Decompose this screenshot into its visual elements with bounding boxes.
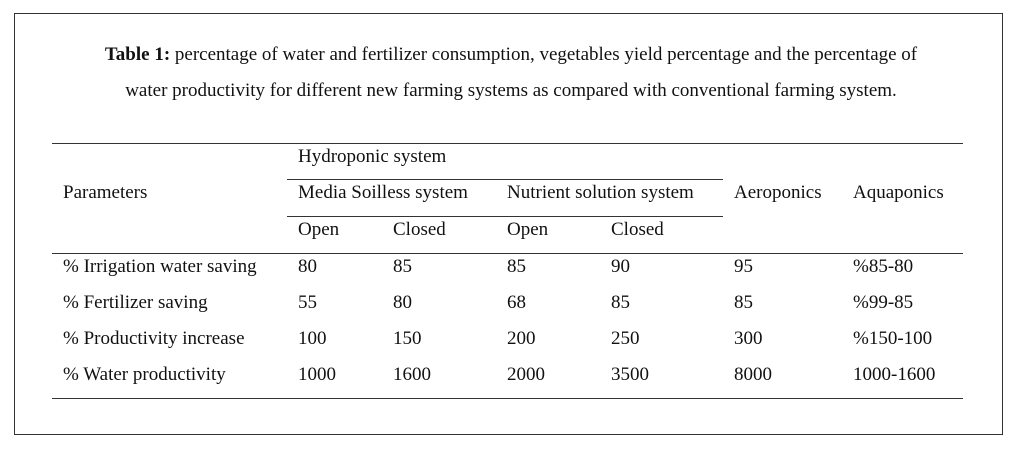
row-1-aquaponics: %99-85 [853, 292, 914, 313]
row-3-parameter: % Water productivity [63, 364, 226, 385]
row-3-nutrient-closed: 3500 [611, 364, 649, 385]
row-0-parameter: % Irrigation water saving [63, 256, 257, 277]
table-label: Table 1: [104, 44, 171, 65]
row-3-aeroponics: 8000 [734, 364, 772, 385]
row-2-aquaponics: %150-100 [853, 328, 933, 349]
header-aquaponics: Aquaponics [853, 182, 944, 203]
row-0-aquaponics: %85-80 [853, 256, 914, 277]
header-aeroponics: Aeroponics [734, 182, 822, 203]
header-closed-nutrient: Closed [611, 219, 664, 240]
row-2-media-closed: 150 [393, 328, 422, 349]
row-3-nutrient-open: 2000 [507, 364, 545, 385]
row-1-parameter: % Fertilizer saving [63, 292, 208, 313]
table-top-rule [52, 143, 963, 144]
header-parameters: Parameters [63, 182, 148, 203]
row-2-nutrient-open: 200 [507, 328, 536, 349]
header-open-media: Open [298, 219, 340, 240]
row-1-media-closed: 80 [393, 292, 412, 313]
row-1-nutrient-open: 68 [507, 292, 526, 313]
header-media-soilless: Media Soilless system [298, 182, 468, 203]
row-3-aquaponics: 1000-1600 [853, 364, 936, 385]
row-2-media-open: 100 [298, 328, 327, 349]
row-2-parameter: % Productivity increase [63, 328, 245, 349]
row-0-media-open: 80 [298, 256, 317, 277]
header-open-nutrient: Open [507, 219, 549, 240]
row-1-media-open: 55 [298, 292, 317, 313]
row-3-media-open: 1000 [298, 364, 336, 385]
caption-text-1: percentage of water and fertilizer consu… [170, 44, 918, 65]
header-nutrient-solution: Nutrient solution system [507, 182, 694, 203]
row-1-aeroponics: 85 [734, 292, 753, 313]
row-0-aeroponics: 95 [734, 256, 753, 277]
row-0-media-closed: 85 [393, 256, 412, 277]
row-3-media-closed: 1600 [393, 364, 431, 385]
table-frame [14, 13, 1003, 435]
header-closed-media: Closed [393, 219, 446, 240]
row-0-nutrient-closed: 90 [611, 256, 630, 277]
subsystem-rule [287, 216, 723, 217]
table-caption-line-2: water productivity for different new far… [125, 80, 897, 101]
table-bottom-rule [52, 398, 963, 399]
hydroponic-rule [287, 179, 723, 180]
row-2-aeroponics: 300 [734, 328, 763, 349]
header-hydroponic: Hydroponic system [298, 146, 447, 167]
row-2-nutrient-closed: 250 [611, 328, 640, 349]
table-caption-line-1: Table 1: percentage of water and fertili… [40, 37, 982, 72]
row-1-nutrient-closed: 85 [611, 292, 630, 313]
header-bottom-rule [52, 253, 963, 254]
row-0-nutrient-open: 85 [507, 256, 526, 277]
